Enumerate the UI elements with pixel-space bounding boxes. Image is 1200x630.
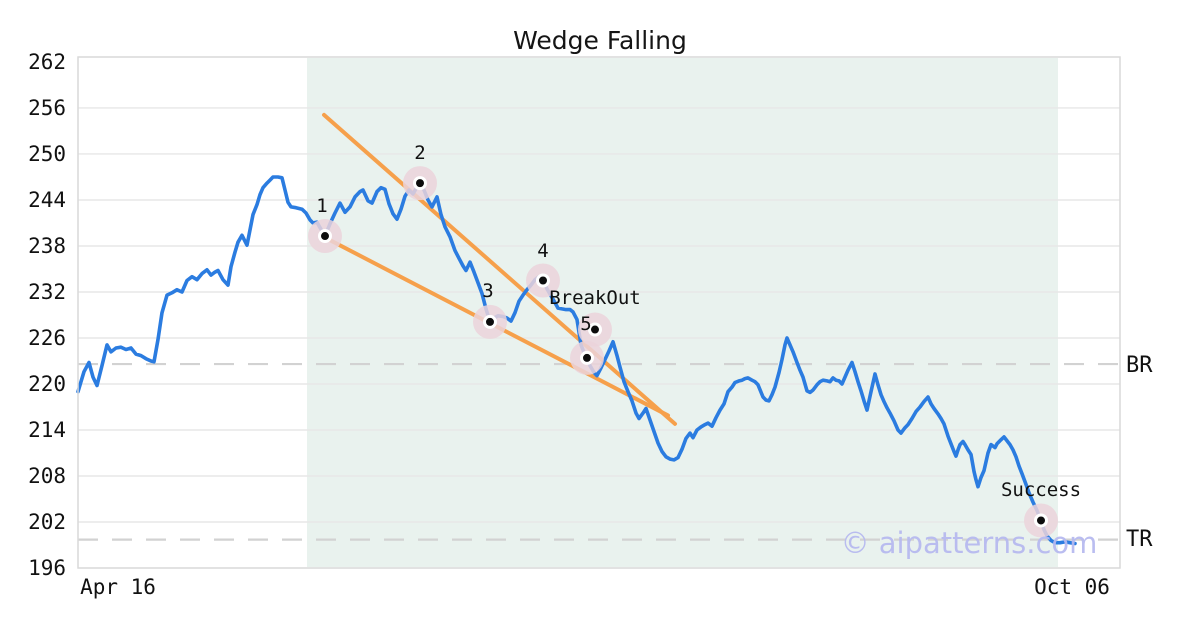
price-line <box>76 175 1077 546</box>
point-marker-dot <box>536 273 550 288</box>
point-label-2: 2 <box>414 142 426 165</box>
breakout-level-label: BR <box>1126 353 1153 378</box>
target-level-label: TR <box>1126 527 1153 552</box>
watermark: © aipatterns.com <box>840 526 1098 560</box>
point-label-3: 3 <box>482 279 494 302</box>
point-marker-dot <box>580 350 594 365</box>
pattern-zone <box>307 58 1058 567</box>
y-tick-label: 238 <box>28 233 66 258</box>
y-tick-label: 220 <box>28 371 66 396</box>
point-marker-dot <box>318 229 332 244</box>
y-tick-label: 256 <box>28 95 66 120</box>
y-tick-label: 244 <box>28 187 66 212</box>
point-marker-dot <box>1034 513 1048 528</box>
point-label-breakout: BreakOut <box>549 286 641 309</box>
x-tick-start: Apr 16 <box>80 575 156 599</box>
point-label-5: 5 <box>580 312 592 335</box>
point-label-success: Success <box>1000 479 1082 502</box>
y-tick-label: 226 <box>28 325 66 350</box>
chart-title: Wedge Falling <box>513 26 687 55</box>
y-tick-label: 262 <box>28 49 66 74</box>
y-tick-label: 214 <box>28 417 66 442</box>
point-label-4: 4 <box>537 240 549 263</box>
y-tick-label: 208 <box>28 463 66 488</box>
point-marker-dot <box>413 176 427 191</box>
trendline-upper <box>322 112 677 426</box>
point-label-1: 1 <box>316 195 328 218</box>
y-tick-label: 232 <box>28 279 66 304</box>
x-tick-end: Oct 06 <box>1034 575 1110 599</box>
plot-border <box>77 56 1121 569</box>
y-tick-label: 202 <box>28 509 66 534</box>
y-tick-label: 196 <box>28 556 66 580</box>
y-tick-label: 250 <box>28 141 66 166</box>
point-marker-dot <box>483 314 497 329</box>
point-marker-dot <box>588 322 602 337</box>
